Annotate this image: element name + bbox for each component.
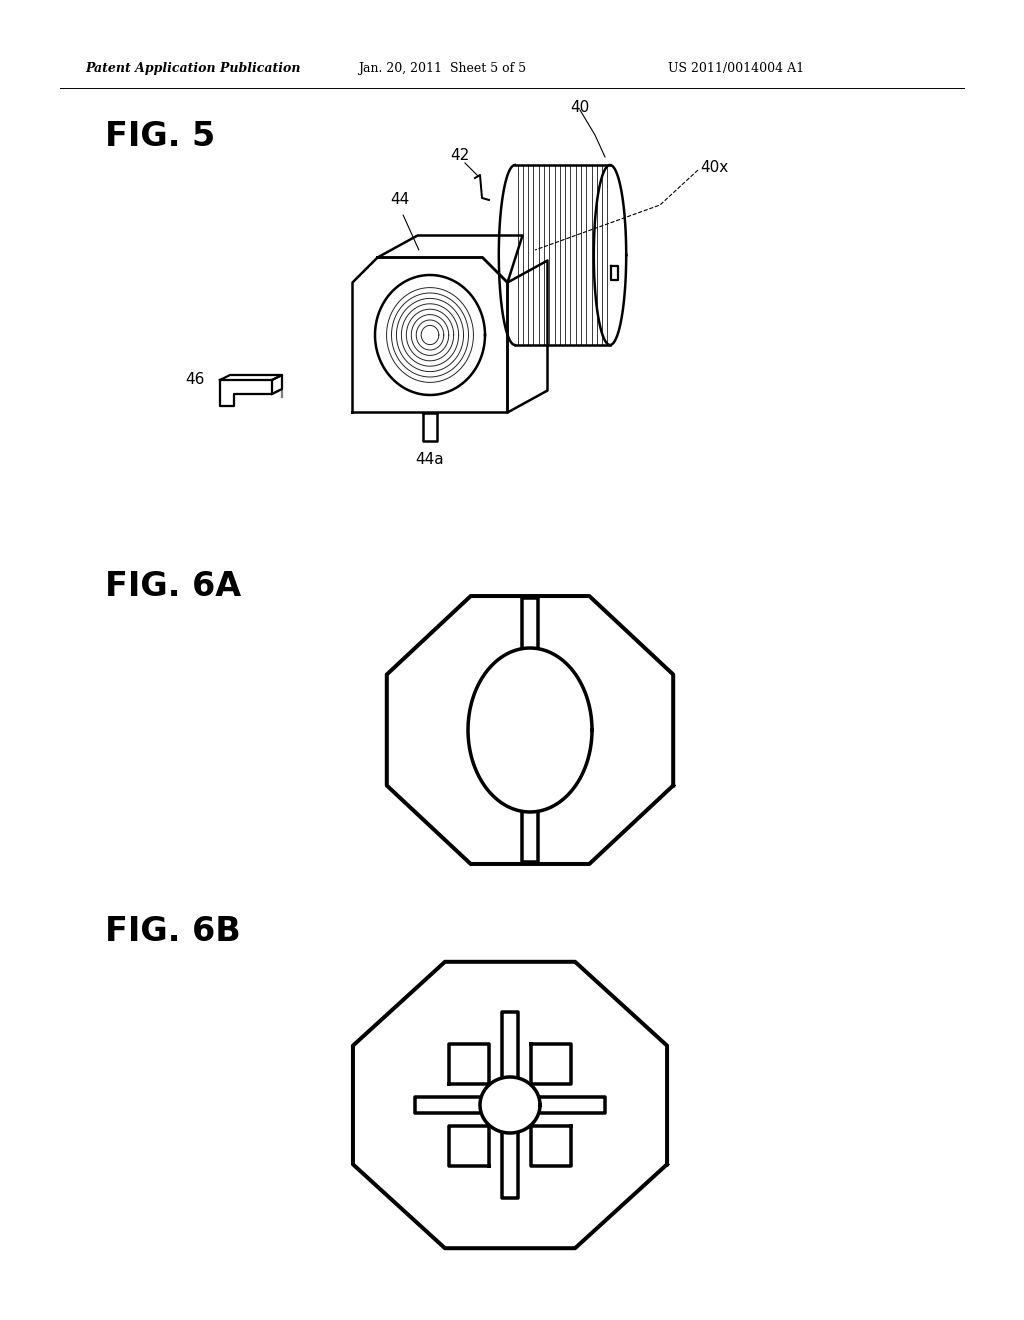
Text: FIG. 6B: FIG. 6B (105, 915, 241, 948)
Text: 40x: 40x (700, 160, 728, 176)
Text: FIG. 5: FIG. 5 (105, 120, 215, 153)
Text: 44a: 44a (415, 453, 443, 467)
Text: US 2011/0014004 A1: US 2011/0014004 A1 (668, 62, 804, 75)
Text: 42: 42 (450, 148, 469, 162)
Text: FIG. 6A: FIG. 6A (105, 570, 241, 603)
Text: Patent Application Publication: Patent Application Publication (85, 62, 300, 75)
Text: Jan. 20, 2011  Sheet 5 of 5: Jan. 20, 2011 Sheet 5 of 5 (358, 62, 526, 75)
Text: 44: 44 (390, 193, 410, 207)
Text: 46: 46 (185, 372, 205, 387)
Text: 40: 40 (570, 100, 589, 115)
